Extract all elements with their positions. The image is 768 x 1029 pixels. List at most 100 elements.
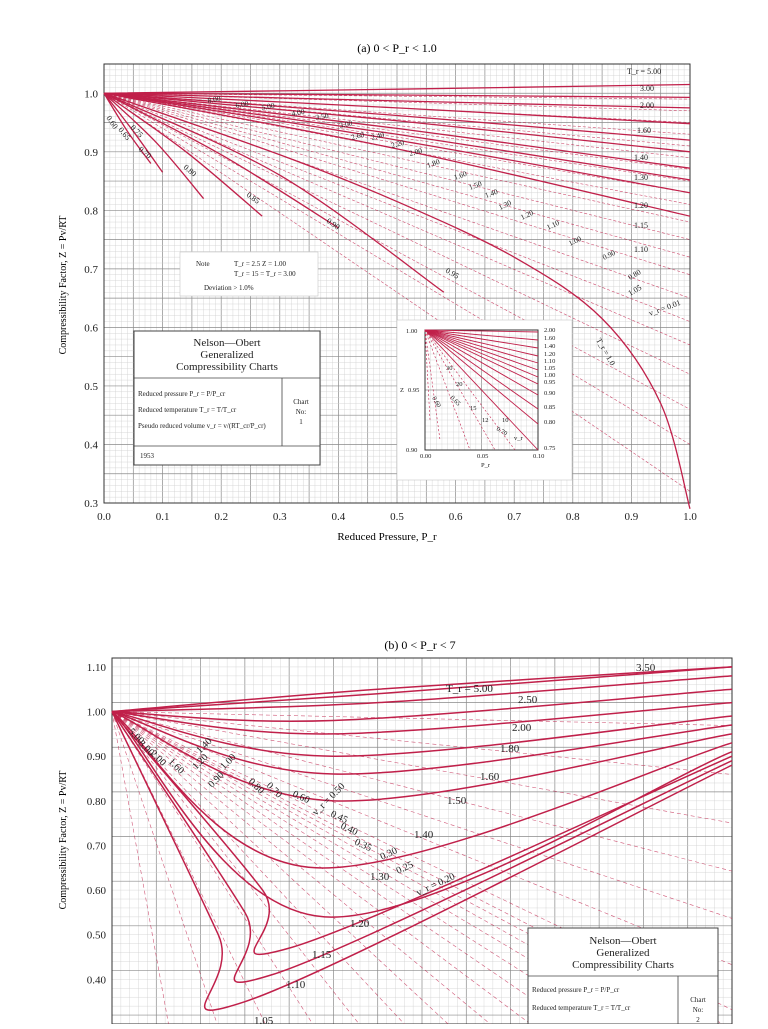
vr-dashed-line	[103, 93, 691, 410]
chart-a-title: (a) 0 < P_r < 1.0	[357, 41, 437, 55]
vr-label: 2.00	[408, 146, 423, 158]
vr-dashed-line	[111, 711, 724, 1025]
tr-label-160: 1.60	[480, 771, 500, 783]
vr-label: 1.60	[453, 169, 469, 182]
info-title-2: Generalized	[596, 947, 650, 959]
info-title-1: Nelson—Obert	[193, 337, 260, 349]
vr-label: 1.80	[426, 157, 442, 170]
series-line	[103, 92, 691, 109]
series-line	[103, 92, 691, 181]
x-tick-label: 0.0	[97, 511, 111, 523]
chart-a-xlabel: Reduced Pressure, P_r	[337, 531, 437, 543]
y-tick-label: 0.80	[87, 796, 107, 808]
y-tick-label: 0.40	[87, 974, 107, 986]
note-box	[179, 251, 319, 297]
inset-right: 1.60	[544, 335, 555, 342]
inset-xtick: 0.10	[533, 453, 544, 460]
vr-label: 0.35	[353, 837, 374, 854]
inset-curve	[424, 329, 539, 385]
tr-label-350: 3.50	[636, 662, 656, 674]
inset-xtick: 0.00	[420, 453, 431, 460]
tr-label-150: 1.50	[447, 795, 467, 807]
inset-right: 2.00	[544, 327, 555, 334]
info-chart-no: 1	[299, 418, 303, 426]
note-line-3: Deviation > 1.0%	[204, 284, 254, 292]
inset-inner: 12	[482, 417, 489, 424]
tr-label-200: 2.00	[512, 722, 532, 734]
note-label: Note	[196, 260, 210, 268]
inset-zlabel: Z	[400, 387, 404, 394]
inset-inner: 10	[502, 417, 509, 424]
inset-curve	[424, 329, 539, 333]
x-tick-label: 1.0	[683, 511, 697, 523]
chart-b-info-box: Nelson—Obert Generalized Compressibility…	[527, 927, 719, 1025]
chart-b-title: (b) 0 < P_r < 7	[384, 638, 455, 652]
inset-vr-line	[424, 329, 431, 421]
tr-label-5: T_r = 5.00	[627, 67, 661, 76]
vr-label: 1.00	[567, 234, 583, 248]
inset-curve	[424, 329, 539, 357]
inset-right: 0.80	[544, 419, 555, 426]
x-tick-label: 0.9	[625, 511, 639, 523]
chart-a-series	[103, 83, 691, 510]
tr-label-250: 2.50	[518, 694, 538, 706]
inset-inner: 0.60	[430, 396, 442, 409]
info-chart-no: 2	[696, 1016, 700, 1024]
y-tick-label: 0.3	[84, 498, 98, 510]
vr-dashed-line	[111, 711, 733, 1010]
vr-dashed-line	[111, 711, 605, 1025]
vr-label: 5.00	[261, 101, 276, 112]
vr-dashed-line	[103, 93, 691, 492]
inset-inner: 30	[446, 365, 453, 372]
info-chart-no-label: No:	[693, 1006, 704, 1014]
vr-label: 1.50	[468, 179, 484, 192]
inset-ytick: 1.00	[406, 328, 417, 335]
vr-dashed-line	[111, 711, 733, 775]
y-tick-label: 0.7	[84, 264, 98, 276]
tr-label-105: 1.05	[627, 283, 644, 298]
vr-label: 3.00	[339, 118, 354, 130]
x-tick-label: 0.8	[566, 511, 580, 523]
tr-label-140: 1.40	[634, 153, 648, 162]
vr-label: 1.30	[497, 198, 513, 212]
vr-label: 1.40	[194, 736, 214, 756]
vr-label: 6.00	[235, 99, 250, 110]
vr-dashed-line	[103, 92, 691, 182]
vr-dashed-line	[111, 711, 169, 1025]
series-line	[111, 711, 733, 1011]
chart-a-ticks: 0.0 0.1 0.2 0.3 0.4 0.5 0.6 0.7 0.8 0.9 1.0 0.3 0.4 0…	[84, 88, 697, 523]
inset-grid	[424, 329, 539, 451]
vr-dashed-line	[103, 93, 691, 445]
series-line	[111, 710, 733, 757]
series-line	[111, 710, 733, 869]
vr-label: 2.40	[370, 130, 385, 142]
series-line	[103, 92, 691, 141]
inset-right: 1.05	[544, 365, 555, 372]
vr-label: 0.40	[339, 821, 360, 838]
chart-a-curve-labels: T_r = 5.00 3.00 2.00 1.60 1.40 1.30 1.20…	[104, 67, 682, 367]
vr-label: 0.80	[627, 267, 643, 281]
vr-label: 1.40	[484, 187, 500, 200]
inset-curve	[424, 329, 539, 349]
vr-label: 8.00	[207, 94, 222, 105]
note-line-2: T_r = 15 = T_r = 3.00	[234, 270, 296, 278]
tr-label-120: 1.20	[350, 918, 370, 930]
tr-label-120: 1.20	[634, 201, 648, 210]
series-line	[111, 710, 733, 802]
inset-vr-line	[424, 329, 471, 451]
series-line	[103, 92, 691, 99]
series-line	[103, 92, 263, 217]
info-year: 1953	[140, 452, 155, 460]
x-tick-label: 0.5	[390, 511, 404, 523]
tr-label-095: 0.95	[444, 266, 461, 281]
vr-label: 2.20	[390, 138, 405, 150]
tr-label-105: 1.05	[254, 1015, 274, 1024]
vr-dashed-line	[111, 711, 491, 1025]
chart-a-svg: (a) 0 < P_r < 1.0 0.0 0.1 0.2 0.3 0.4 0.5 0.6 0…	[58, 41, 697, 543]
vr-dashed-line	[103, 92, 691, 276]
vr-dashed-line	[103, 92, 691, 194]
tr-label-180: 1.80	[500, 743, 520, 755]
vr-label: 0.80	[246, 776, 266, 796]
chart-a: (a) 0 < P_r < 1.0 0.0 0.1 0.2 0.3 0.4 0.5 0.6 0…	[58, 41, 697, 543]
series-line	[103, 92, 339, 229]
